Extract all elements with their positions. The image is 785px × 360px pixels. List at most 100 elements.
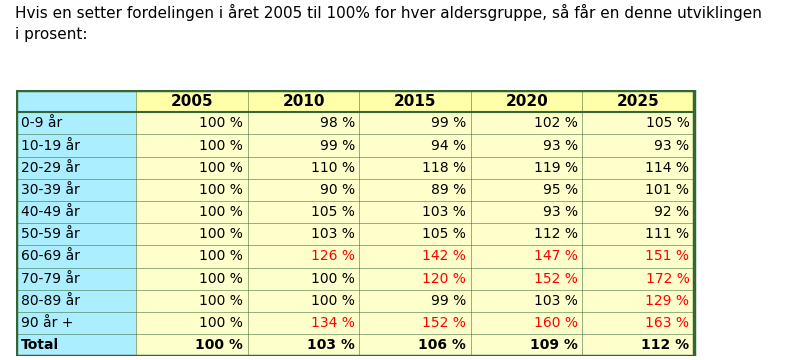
Text: 118 %: 118 % <box>422 161 466 175</box>
Bar <box>137 134 248 157</box>
Bar <box>471 223 582 246</box>
Bar <box>16 112 137 134</box>
Text: 90 %: 90 % <box>319 183 355 197</box>
Bar <box>16 334 137 356</box>
Bar <box>16 223 137 246</box>
Bar <box>471 157 582 179</box>
Text: 126 %: 126 % <box>311 249 355 264</box>
Bar <box>471 334 582 356</box>
Bar <box>360 157 471 179</box>
Text: 134 %: 134 % <box>311 316 355 330</box>
Bar <box>360 179 471 201</box>
Text: 100 %: 100 % <box>199 116 243 130</box>
Bar <box>16 267 137 290</box>
Bar <box>582 334 694 356</box>
Text: 93 %: 93 % <box>542 205 578 219</box>
Text: 110 %: 110 % <box>311 161 355 175</box>
Bar <box>248 201 360 223</box>
Text: 112 %: 112 % <box>534 227 578 241</box>
Bar <box>248 134 360 157</box>
Text: 100 %: 100 % <box>199 205 243 219</box>
Bar <box>16 201 137 223</box>
Bar <box>16 157 137 179</box>
Bar <box>471 179 582 201</box>
Bar <box>582 179 694 201</box>
Text: 100 %: 100 % <box>311 294 355 308</box>
Text: 172 %: 172 % <box>645 272 689 286</box>
Bar <box>248 246 360 267</box>
Text: 103 %: 103 % <box>311 227 355 241</box>
Bar <box>248 334 360 356</box>
Bar <box>137 179 248 201</box>
Bar <box>471 290 582 312</box>
Text: 106 %: 106 % <box>418 338 466 352</box>
Bar <box>248 290 360 312</box>
Bar <box>582 223 694 246</box>
Bar <box>471 112 582 134</box>
Text: 92 %: 92 % <box>654 205 689 219</box>
Text: 93 %: 93 % <box>654 139 689 153</box>
Text: 99 %: 99 % <box>431 116 466 130</box>
Text: 99 %: 99 % <box>319 139 355 153</box>
Bar <box>137 90 248 112</box>
Text: 109 %: 109 % <box>530 338 578 352</box>
Text: 90 år +: 90 år + <box>21 316 73 330</box>
Bar <box>471 201 582 223</box>
Text: 111 %: 111 % <box>645 227 689 241</box>
Bar <box>137 334 248 356</box>
Text: 2025: 2025 <box>617 94 659 109</box>
Text: 95 %: 95 % <box>542 183 578 197</box>
Text: 30-39 år: 30-39 år <box>21 183 80 197</box>
Text: 80-89 år: 80-89 år <box>21 294 80 308</box>
Text: 100 %: 100 % <box>199 316 243 330</box>
Bar <box>360 90 471 112</box>
Text: 100 %: 100 % <box>199 139 243 153</box>
Bar <box>16 179 137 201</box>
Bar <box>16 134 137 157</box>
Bar <box>471 312 582 334</box>
Text: 152 %: 152 % <box>534 272 578 286</box>
Text: 98 %: 98 % <box>319 116 355 130</box>
Text: 105 %: 105 % <box>645 116 689 130</box>
Bar <box>137 223 248 246</box>
Bar <box>582 112 694 134</box>
Text: 2010: 2010 <box>283 94 325 109</box>
Bar <box>582 90 694 112</box>
Text: 50-59 år: 50-59 år <box>21 227 80 241</box>
Text: 160 %: 160 % <box>534 316 578 330</box>
Text: 102 %: 102 % <box>534 116 578 130</box>
Text: 151 %: 151 % <box>645 249 689 264</box>
Text: 94 %: 94 % <box>431 139 466 153</box>
Text: 100 %: 100 % <box>199 161 243 175</box>
Bar <box>360 312 471 334</box>
Text: 20-29 år: 20-29 år <box>21 161 80 175</box>
Text: 2020: 2020 <box>506 94 548 109</box>
Bar <box>582 157 694 179</box>
Text: 100 %: 100 % <box>199 272 243 286</box>
Text: 129 %: 129 % <box>645 294 689 308</box>
Text: Total: Total <box>21 338 59 352</box>
Bar <box>471 90 582 112</box>
Bar <box>137 246 248 267</box>
Bar <box>248 157 360 179</box>
Text: 100 %: 100 % <box>199 227 243 241</box>
Text: 105 %: 105 % <box>422 227 466 241</box>
Bar <box>582 134 694 157</box>
Bar <box>137 267 248 290</box>
Bar <box>16 90 694 356</box>
Bar <box>248 312 360 334</box>
Text: 103 %: 103 % <box>534 294 578 308</box>
Bar <box>360 223 471 246</box>
Bar <box>360 334 471 356</box>
Text: 147 %: 147 % <box>534 249 578 264</box>
Bar <box>360 290 471 312</box>
Bar <box>360 201 471 223</box>
Bar <box>137 312 248 334</box>
Bar <box>582 246 694 267</box>
Bar <box>582 201 694 223</box>
Text: 60-69 år: 60-69 år <box>21 249 80 264</box>
Bar <box>582 312 694 334</box>
Text: 10-19 år: 10-19 år <box>21 139 80 153</box>
Bar <box>16 246 137 267</box>
Text: 100 %: 100 % <box>195 338 243 352</box>
